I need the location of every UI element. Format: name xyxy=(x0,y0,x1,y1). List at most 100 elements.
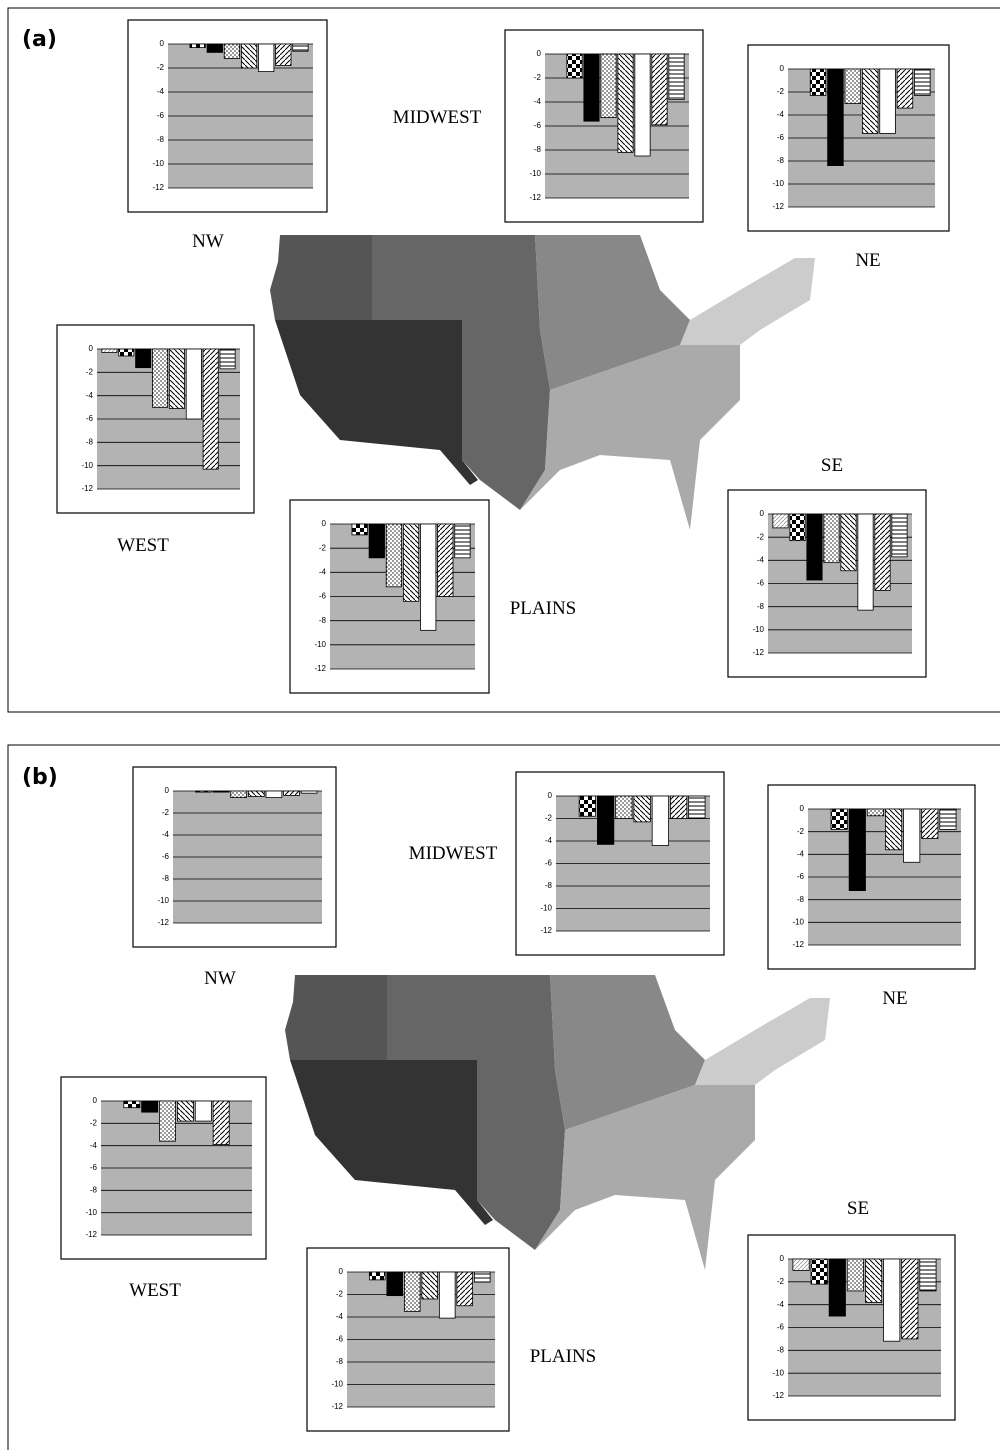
bar xyxy=(437,523,454,597)
bar xyxy=(809,68,827,96)
bar xyxy=(670,795,688,819)
bar xyxy=(230,790,248,798)
y-tick-label: -2 xyxy=(86,367,94,376)
y-tick-label: -2 xyxy=(336,1290,344,1299)
y-tick-label: -4 xyxy=(319,567,327,576)
bar xyxy=(258,43,275,73)
bar xyxy=(101,348,118,353)
bar xyxy=(583,53,600,122)
y-tick-label: -4 xyxy=(90,1141,98,1150)
bar xyxy=(792,1258,810,1271)
bar xyxy=(195,790,212,793)
us-map xyxy=(270,235,815,530)
y-tick-label: -10 xyxy=(157,896,169,905)
y-tick-label: -6 xyxy=(777,133,785,142)
bar xyxy=(919,1258,937,1292)
bar xyxy=(903,808,921,863)
bar xyxy=(848,808,866,891)
y-tick-label: -12 xyxy=(540,926,552,935)
y-tick-label: -2 xyxy=(534,73,542,82)
y-tick-label: -12 xyxy=(792,940,804,949)
y-tick-label: -4 xyxy=(86,391,94,400)
bar xyxy=(597,795,615,845)
bar xyxy=(617,53,634,153)
y-tick-label: -12 xyxy=(331,1402,343,1411)
bar xyxy=(351,523,368,536)
bar xyxy=(823,513,840,564)
bar xyxy=(566,53,583,79)
y-tick-label: -8 xyxy=(777,156,785,165)
region-label: PLAINS xyxy=(510,598,577,619)
y-tick-label: -6 xyxy=(319,592,327,601)
y-tick-label: -6 xyxy=(534,121,542,130)
bar xyxy=(806,513,823,581)
bar xyxy=(300,790,318,794)
y-tick-label: -12 xyxy=(85,1230,97,1239)
bar xyxy=(168,348,185,409)
y-tick-label: -6 xyxy=(777,1323,785,1332)
y-tick-label: -8 xyxy=(777,1345,785,1354)
bar xyxy=(202,348,219,470)
bar xyxy=(283,790,300,796)
bar xyxy=(810,1258,828,1285)
y-tick-label: -2 xyxy=(797,827,805,836)
y-tick-label: -4 xyxy=(162,830,170,839)
bar xyxy=(901,1258,919,1340)
y-tick-label: -8 xyxy=(757,602,765,611)
bar xyxy=(828,1258,846,1317)
bar xyxy=(830,808,848,830)
region-label: NW xyxy=(192,231,224,252)
bar xyxy=(152,348,169,408)
y-tick-label: -10 xyxy=(85,1208,97,1217)
bar xyxy=(844,68,862,104)
y-tick-label: -6 xyxy=(157,111,165,120)
y-tick-label: -10 xyxy=(792,917,804,926)
region-label: WEST xyxy=(129,1280,181,1301)
y-tick-label: 0 xyxy=(760,509,765,518)
y-tick-label: -10 xyxy=(314,640,326,649)
y-tick-label: 0 xyxy=(339,1267,344,1276)
bar xyxy=(668,53,685,100)
y-tick-label: 0 xyxy=(780,1254,785,1263)
bar xyxy=(651,53,668,126)
y-tick-label: 0 xyxy=(165,786,170,795)
y-tick-label: -10 xyxy=(540,904,552,913)
y-tick-label: 0 xyxy=(160,39,165,48)
y-tick-label: 0 xyxy=(93,1096,98,1105)
y-tick-label: -8 xyxy=(797,895,805,904)
y-tick-label: -12 xyxy=(772,1391,784,1400)
y-tick-label: -2 xyxy=(162,808,170,817)
y-tick-label: -6 xyxy=(336,1335,344,1344)
y-tick-label: -6 xyxy=(797,872,805,881)
bar xyxy=(206,43,223,53)
y-tick-label: -4 xyxy=(157,87,165,96)
bar xyxy=(118,348,135,357)
bar xyxy=(840,513,857,572)
bar xyxy=(789,513,806,542)
bar xyxy=(135,348,152,369)
y-tick-label: -2 xyxy=(157,63,165,72)
y-tick-label: -4 xyxy=(336,1312,344,1321)
region-label: PLAINS xyxy=(530,1346,597,1367)
y-tick-label: -6 xyxy=(86,414,94,423)
region-label: MIDWEST xyxy=(409,843,498,864)
bar xyxy=(159,1100,177,1142)
y-tick-label: -2 xyxy=(777,87,785,96)
y-tick-label: -12 xyxy=(314,664,326,673)
bar xyxy=(368,1271,386,1281)
y-tick-label: -10 xyxy=(772,1368,784,1377)
y-tick-label: -8 xyxy=(157,135,165,144)
y-tick-label: -8 xyxy=(545,881,553,890)
bar xyxy=(861,68,879,134)
region-label: NE xyxy=(882,988,907,1009)
bar xyxy=(123,1100,141,1109)
y-tick-label: 0 xyxy=(780,64,785,73)
y-tick-label: -12 xyxy=(157,918,169,927)
bar xyxy=(194,1100,212,1122)
bar xyxy=(939,808,957,830)
bar xyxy=(865,1258,883,1303)
bar xyxy=(879,68,896,134)
y-tick-label: -6 xyxy=(90,1163,98,1172)
panel-label: (a) xyxy=(22,27,57,52)
y-tick-label: -8 xyxy=(162,874,170,883)
